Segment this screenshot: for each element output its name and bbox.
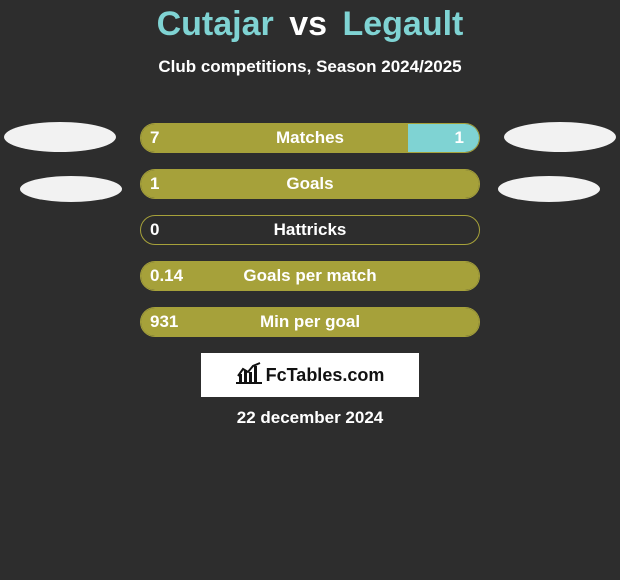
date-label: 22 december 2024 — [0, 408, 620, 428]
stat-label: Goals per match — [140, 261, 480, 291]
stat-label: Hattricks — [140, 215, 480, 245]
comparison-rows: 71Matches 1Goals 0Hattricks 0.14Goals per m… — [0, 123, 620, 353]
stat-label: Matches — [140, 123, 480, 153]
stat-label: Min per goal — [140, 307, 480, 337]
subtitle: Club competitions, Season 2024/2025 — [0, 43, 620, 77]
stat-row: 71Matches — [0, 123, 620, 153]
title-vs: vs — [289, 5, 327, 43]
page-title: Cutajar vs Legault — [0, 0, 620, 43]
comparison-card: Cutajar vs Legault Club competitions, Se… — [0, 0, 620, 580]
chart-icon — [236, 362, 262, 389]
player1-name: Cutajar — [157, 5, 274, 43]
source-logo-text: FcTables.com — [266, 365, 385, 386]
stat-row: 0Hattricks — [0, 215, 620, 245]
player2-name: Legault — [342, 5, 463, 43]
stat-row: 0.14Goals per match — [0, 261, 620, 291]
stat-row: 1Goals — [0, 169, 620, 199]
source-logo: FcTables.com — [201, 353, 419, 397]
stat-label: Goals — [140, 169, 480, 199]
stat-row: 931Min per goal — [0, 307, 620, 337]
